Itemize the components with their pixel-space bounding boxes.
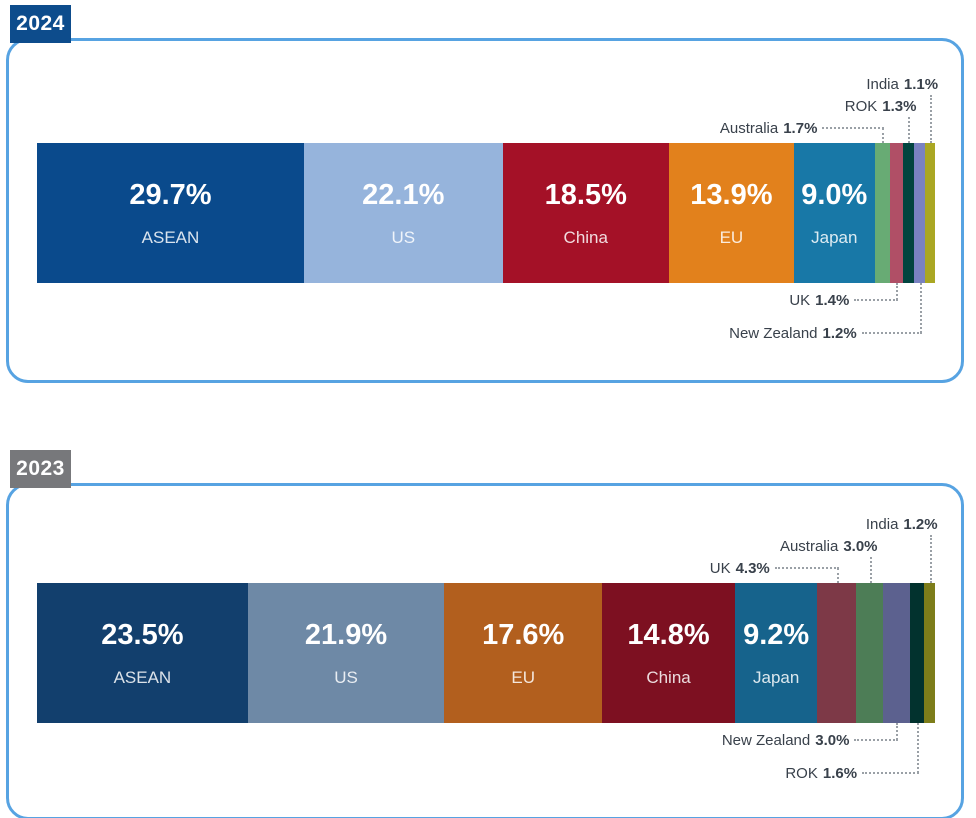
bar-segment: 29.7% ASEAN — [37, 143, 304, 283]
bar-segment — [924, 583, 935, 723]
segment-name: ASEAN — [141, 227, 200, 247]
bar-segment — [856, 583, 883, 723]
year-tab-2023: 2023 — [10, 450, 71, 488]
callout-percentage: 1.6% — [822, 764, 858, 782]
callout-country: UK — [789, 291, 811, 309]
callout-country: ROK — [785, 764, 818, 782]
callout-label: New Zealand 1.2% — [729, 324, 922, 342]
callout-dotted-connector — [862, 772, 920, 774]
segment-name: EU — [511, 667, 536, 687]
callout-country: India — [865, 515, 899, 533]
callout-dotted-line — [896, 283, 899, 300]
callout-label: UK 4.3% — [710, 559, 839, 577]
bar-segment: 17.6% EU — [444, 583, 603, 723]
callout-dotted-line — [869, 557, 872, 583]
bar-segment: 9.2% Japan — [734, 583, 818, 723]
callout-percentage: 1.3% — [882, 97, 917, 115]
callout-dotted-connector — [822, 127, 885, 129]
chart-card-2023: 23.5% ASEAN 21.9% US 17.6% EU 14.8% China 9.2% Ja… — [6, 483, 964, 818]
segment-name: China — [646, 667, 691, 687]
callout-country: New Zealand — [721, 731, 811, 749]
callout-percentage: 1.2% — [903, 515, 938, 533]
callout-label: ROK 1.6% — [785, 764, 920, 782]
callout-dotted-line — [917, 723, 920, 773]
callout-country: India — [866, 75, 899, 93]
bar-segment: 21.9% US — [247, 583, 445, 723]
chart-card-2024: 29.7% ASEAN 22.1% US 18.5% China 13.9% EU 9.0% Ja… — [6, 38, 964, 383]
bar-segment: 22.1% US — [303, 143, 503, 283]
callout-country: ROK — [844, 97, 878, 115]
bar-segment — [817, 583, 856, 723]
segment-value: 18.5% — [544, 178, 627, 211]
callout-dotted-connector — [774, 567, 839, 569]
bar-segment: 14.8% China — [602, 583, 735, 723]
callout-country: New Zealand — [729, 324, 818, 342]
callout-percentage: 1.1% — [903, 75, 939, 93]
bar-segment — [902, 143, 915, 283]
callout-dotted-line — [908, 117, 911, 143]
bar-segment — [925, 143, 935, 283]
segment-value: 17.6% — [482, 618, 565, 651]
stacked-bar-2023: 23.5% ASEAN 21.9% US 17.6% EU 14.8% China 9.2% Ja… — [37, 583, 935, 723]
callout-dotted-line — [919, 283, 922, 333]
bar-segment — [909, 583, 925, 723]
callout-dotted-line — [896, 723, 899, 740]
segment-value: 13.9% — [690, 178, 773, 211]
segment-value: 21.9% — [304, 618, 388, 651]
callout-dotted-line — [930, 95, 933, 143]
callout-percentage: 1.4% — [815, 291, 850, 309]
segment-name: ASEAN — [113, 667, 172, 687]
callout-label: New Zealand 3.0% — [722, 731, 899, 749]
callout-dotted-connector — [861, 332, 922, 334]
bar-segment: 23.5% ASEAN — [37, 583, 248, 723]
year-tab-2024: 2024 — [10, 5, 71, 43]
callout-dotted-line — [836, 568, 839, 583]
bar-segment: 18.5% China — [502, 143, 669, 283]
callout-label: UK 1.4% — [789, 291, 899, 309]
callout-country: UK — [709, 559, 731, 577]
segment-name: Japan — [811, 227, 858, 247]
callout-label: Australia 1.7% — [720, 119, 885, 137]
callout-dotted-connector — [854, 299, 899, 301]
callout-country: Australia — [719, 119, 779, 137]
segment-value: 14.8% — [627, 618, 710, 651]
segment-name: EU — [719, 227, 744, 247]
callout-label: India 1.1% — [866, 75, 938, 93]
segment-value: 29.7% — [129, 178, 212, 211]
callout-label: Australia 3.0% — [780, 537, 878, 555]
segment-name: US — [334, 667, 358, 687]
callout-percentage: 4.3% — [735, 559, 770, 577]
callout-percentage: 3.0% — [843, 537, 878, 555]
bar-segment — [882, 583, 910, 723]
bar-segment — [914, 143, 926, 283]
callout-percentage: 3.0% — [815, 731, 850, 749]
bar-segment: 13.9% EU — [668, 143, 794, 283]
callout-dotted-connector — [854, 739, 899, 741]
segment-name: Japan — [753, 667, 800, 687]
callout-dotted-line — [882, 128, 885, 143]
bar-segment: 9.0% Japan — [793, 143, 875, 283]
segment-value: 23.5% — [101, 618, 184, 651]
callout-dotted-line — [929, 535, 932, 583]
callout-percentage: 1.2% — [822, 324, 857, 342]
callout-percentage: 1.7% — [783, 119, 818, 137]
segment-value: 9.2% — [743, 618, 810, 651]
segment-value: 22.1% — [362, 178, 445, 211]
year-tab-label: 2024 — [16, 12, 65, 35]
callout-label: ROK 1.3% — [845, 97, 917, 115]
segment-value: 9.0% — [801, 178, 868, 211]
segment-name: China — [563, 227, 608, 247]
callout-label: India 1.2% — [866, 515, 938, 533]
year-tab-label: 2023 — [16, 457, 65, 480]
segment-name: US — [391, 227, 416, 247]
bar-segment — [890, 143, 903, 283]
callout-country: Australia — [779, 537, 839, 555]
bar-segment — [874, 143, 891, 283]
stacked-bar-2024: 29.7% ASEAN 22.1% US 18.5% China 13.9% EU 9.0% Ja… — [37, 143, 935, 283]
